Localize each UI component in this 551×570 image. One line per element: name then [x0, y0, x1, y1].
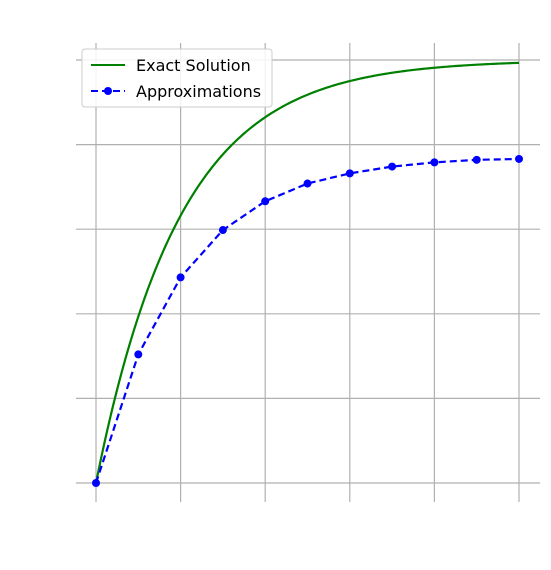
series-exact-solution-line — [94, 61, 520, 484]
approximation-point-4 — [261, 197, 270, 206]
approximation-point-5 — [303, 179, 312, 188]
approximation-point-0 — [92, 479, 100, 487]
approximation-point-8 — [430, 158, 439, 167]
approximation-point-3 — [218, 226, 227, 235]
approximation-point-2 — [176, 273, 185, 282]
legend-approximations-label: Approximations — [136, 82, 261, 101]
plot-area — [92, 61, 523, 487]
approximation-point-1 — [134, 350, 143, 359]
legend-approximations-marker — [104, 87, 112, 95]
legend: Exact Solution Approximations — [81, 48, 273, 108]
approximation-point-7 — [388, 162, 397, 171]
approximation-point-10 — [515, 154, 523, 163]
approximation-point-9 — [472, 155, 481, 164]
legend-exact-solution-label: Exact Solution — [136, 56, 251, 75]
legend-box — [81, 48, 273, 108]
grid — [76, 43, 540, 502]
series-approximations-line — [94, 157, 520, 484]
approximation-point-6 — [345, 169, 354, 178]
